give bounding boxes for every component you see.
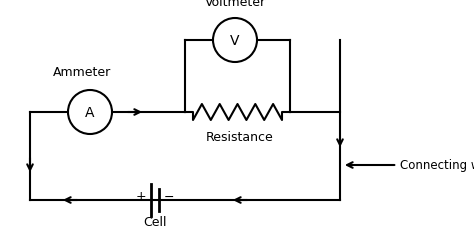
Text: Resistance: Resistance bbox=[206, 130, 274, 143]
Text: +: + bbox=[136, 190, 146, 203]
Text: A: A bbox=[85, 106, 95, 120]
Circle shape bbox=[213, 19, 257, 63]
Text: −: − bbox=[164, 190, 174, 203]
Text: Voltmeter: Voltmeter bbox=[204, 0, 265, 9]
Text: V: V bbox=[230, 34, 240, 48]
Text: Ammeter: Ammeter bbox=[53, 66, 111, 79]
Text: Cell: Cell bbox=[143, 215, 167, 228]
Circle shape bbox=[68, 91, 112, 134]
Text: Connecting wire: Connecting wire bbox=[347, 159, 474, 172]
